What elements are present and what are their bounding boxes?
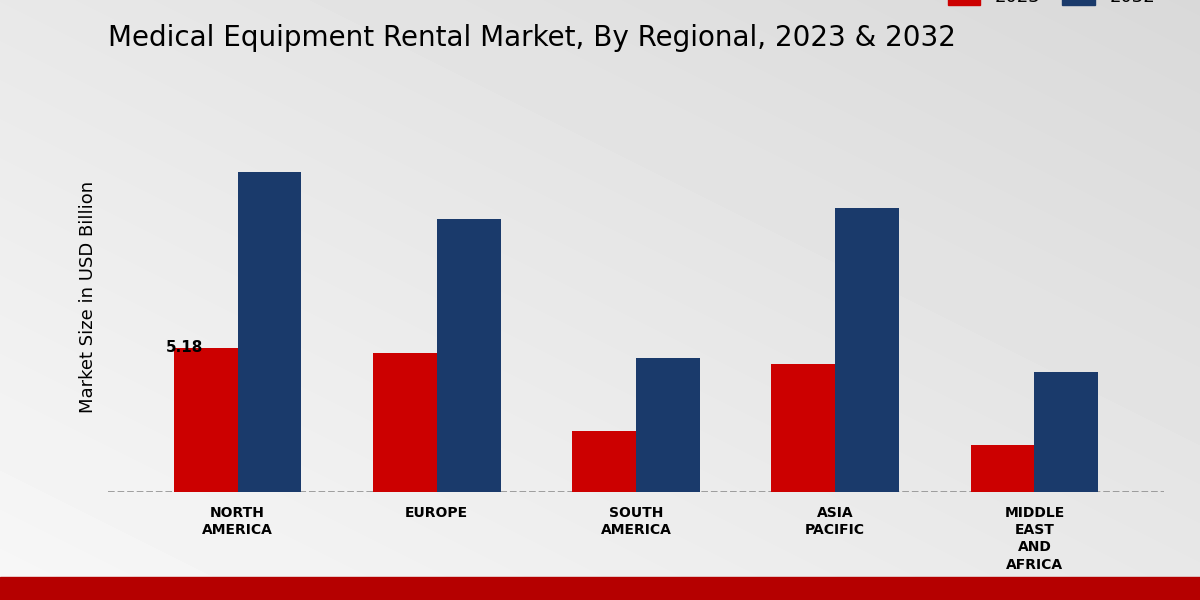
Bar [636, 358, 700, 492]
Y-axis label: Market Size in USD Billion: Market Size in USD Billion [79, 181, 97, 413]
Legend: 2023, 2032: 2023, 2032 [948, 0, 1154, 5]
Bar [238, 172, 301, 492]
Bar [772, 364, 835, 492]
Bar [437, 219, 500, 492]
Bar [572, 431, 636, 492]
Text: 5.18: 5.18 [166, 340, 203, 355]
Bar [835, 208, 899, 492]
Bar [971, 445, 1034, 492]
Bar [174, 347, 238, 492]
Bar [1034, 372, 1098, 492]
Bar [373, 353, 437, 492]
Text: Medical Equipment Rental Market, By Regional, 2023 & 2032: Medical Equipment Rental Market, By Regi… [108, 24, 956, 52]
